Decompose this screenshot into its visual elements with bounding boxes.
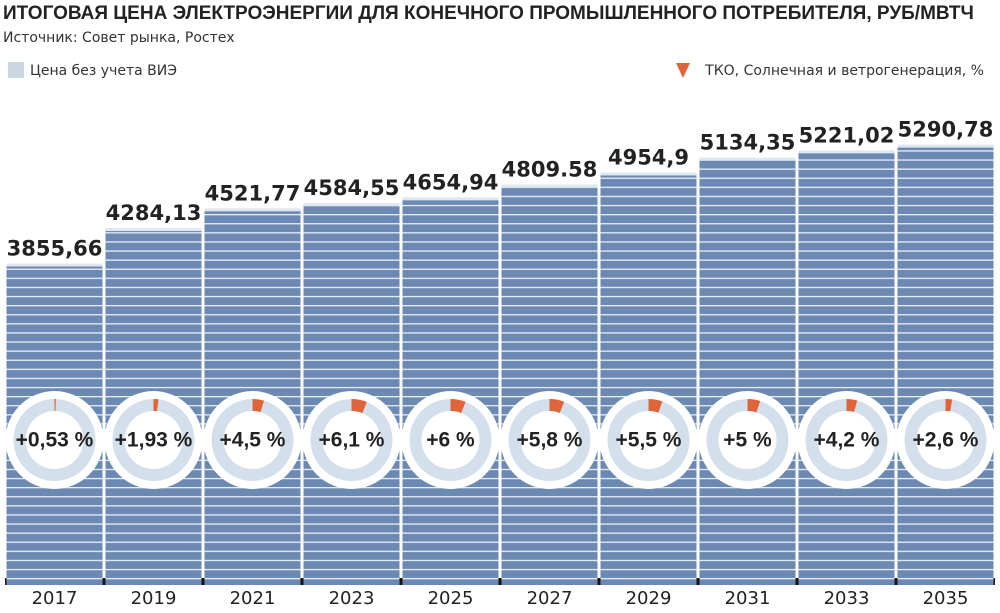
donut-hole [817,411,876,469]
bar-cap [897,144,994,148]
value-label: 5290,78 [898,118,994,142]
bar [897,146,994,585]
x-tick-label: 2027 [527,588,573,609]
bar [501,186,598,585]
donut-label: +0,53 % [16,429,94,452]
value-label: 4654,94 [403,170,499,194]
baseline-strip [5,578,995,585]
x-tick-label: 2025 [428,588,474,609]
value-label: 5221,02 [799,123,895,147]
donut-hole [25,411,84,469]
donut-hole [619,411,678,469]
donut-label: +4,2 % [814,429,880,452]
x-tick-label: 2017 [32,588,78,609]
x-tick-label: 2021 [230,588,276,609]
bar-cap [501,184,598,188]
bar [600,174,697,585]
value-label: 4584,55 [304,176,400,200]
value-label: 3855,66 [7,237,103,261]
value-label: 4809.58 [502,157,598,181]
bar-cap [402,197,499,201]
bar-cap [699,157,796,161]
donut-label: +6 % [426,429,475,452]
bar-cap [105,228,202,232]
donut-label: +4,5 % [220,429,286,452]
value-label: 4954,9 [608,145,689,169]
value-label: 4521,77 [205,181,301,205]
chart-title: ИТОГОВАЯ ЦЕНА ЭЛЕКТРОЭНЕРГИИ ДЛЯ КОНЕЧНО… [3,3,974,24]
legend-swatch [8,62,24,78]
x-tick-label: 2031 [725,588,771,609]
legend-label: ТКО, Солнечная и ветрогенерация, % [704,63,984,79]
donut-hole [718,411,777,469]
value-label: 4284,13 [106,201,202,225]
bar-cap [798,150,895,154]
bar-cap [204,208,301,212]
bar-cap [600,172,697,176]
donut-hole [520,411,579,469]
value-label: 5134,35 [700,131,796,155]
bar [699,159,796,585]
legend-label: Цена без учета ВИЭ [30,63,177,79]
x-tick-label: 2019 [131,588,177,609]
x-tick-label: 2029 [626,588,672,609]
donut-hole [223,411,282,469]
donut-label: +5,5 % [616,429,682,452]
chart-subtitle: Источник: Совет рынка, Ростех [3,30,235,46]
donut-hole [916,411,975,469]
donut-label: +1,93 % [115,429,193,452]
donut-label: +5 % [723,429,772,452]
donut-hole [322,411,381,469]
bar-cap [303,203,400,207]
donut-label: +2,6 % [913,429,979,452]
legend-swatch [676,63,690,78]
x-tick-label: 2035 [923,588,969,609]
bar [798,152,895,586]
x-tick-label: 2023 [329,588,375,609]
x-tick-label: 2033 [824,588,870,609]
donut-hole [124,411,183,469]
bar-cap [6,263,103,267]
donut-label: +5,8 % [517,429,583,452]
donut-label: +6,1 % [319,429,385,452]
donut-hole [421,411,480,469]
